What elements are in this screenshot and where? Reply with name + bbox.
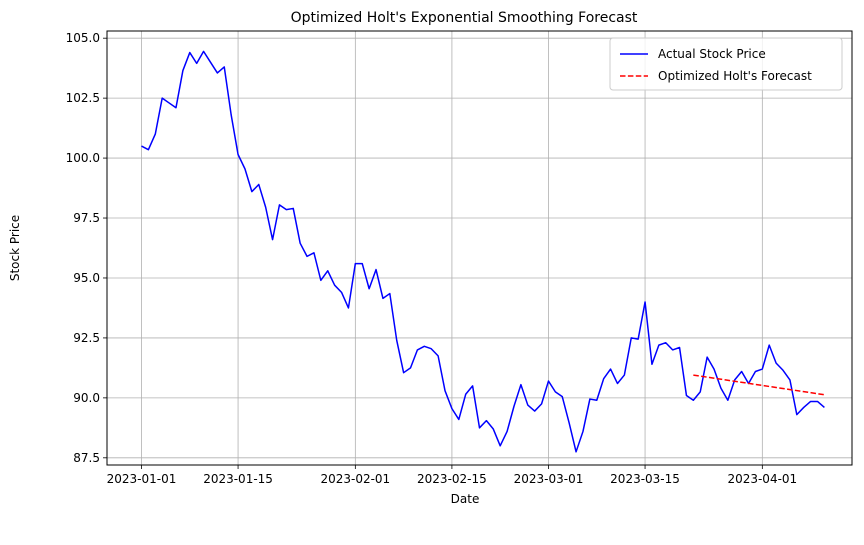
x-tick-label: 2023-02-01 [320, 472, 390, 486]
forecast-line [693, 374, 825, 396]
plot-lines [141, 50, 825, 453]
gridlines [107, 31, 852, 465]
chart-title: Optimized Holt's Exponential Smoothing F… [291, 10, 638, 26]
y-tick-label: 100.0 [66, 151, 100, 165]
plot-frame [106, 30, 853, 466]
x-axis-label: Date [451, 492, 480, 506]
y-tick-label: 90.0 [73, 391, 100, 405]
x-tick-label: 2023-04-01 [727, 472, 797, 486]
y-tick-label: 87.5 [73, 451, 100, 465]
y-tick-label: 102.5 [66, 91, 100, 105]
x-tick-label: 2023-02-15 [417, 472, 487, 486]
y-axis-ticks: 87.5 90.0 92.5 95.0 97.5 100.0 102.5 105.0 [66, 31, 107, 465]
x-tick-label: 2023-01-01 [107, 472, 177, 486]
y-axis-label: Stock Price [8, 215, 22, 281]
legend-label: Optimized Holt's Forecast [658, 69, 812, 83]
y-tick-label: 105.0 [66, 31, 100, 45]
x-tick-label: 2023-03-15 [610, 472, 680, 486]
y-tick-label: 95.0 [73, 271, 100, 285]
actual-price-line [141, 50, 825, 453]
y-tick-label: 97.5 [73, 211, 100, 225]
legend-box [609, 37, 843, 91]
x-tick-label: 2023-03-01 [514, 472, 584, 486]
legend: Actual Stock Price Optimized Holt's Forec… [609, 37, 843, 91]
x-tick-label: 2023-01-15 [203, 472, 273, 486]
y-tick-label: 92.5 [73, 331, 100, 345]
x-axis-ticks: 2023-01-01 2023-01-15 2023-02-01 2023-02-15… [107, 465, 797, 486]
legend-label: Actual Stock Price [658, 47, 766, 61]
